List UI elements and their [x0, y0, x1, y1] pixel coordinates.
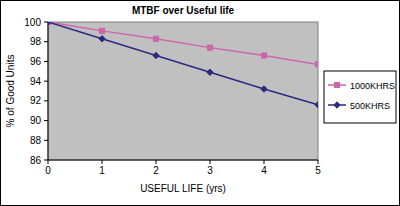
y-tick-label: 94 [30, 76, 42, 87]
point [261, 53, 266, 58]
y-tick [44, 22, 48, 23]
legend-box [324, 71, 396, 123]
point [315, 102, 318, 108]
point [261, 86, 267, 92]
legend-marker [334, 102, 340, 108]
y-tick [44, 100, 48, 101]
y-tick [44, 61, 48, 62]
x-tick-label: 3 [207, 165, 213, 176]
point [48, 22, 51, 25]
y-tick [44, 41, 48, 42]
x-tick [264, 160, 265, 164]
legend-marker [334, 82, 339, 87]
y-tick-label: 92 [30, 95, 42, 106]
plot-marks [48, 22, 318, 108]
x-tick-label: 5 [315, 165, 321, 176]
x-tick [48, 160, 49, 164]
x-tick [102, 160, 103, 164]
y-axis [48, 22, 49, 160]
y-axis-label: % of Good Units [5, 55, 16, 128]
point [315, 62, 318, 67]
y-tick-label: 96 [30, 56, 42, 67]
point [48, 22, 51, 25]
legend-label: 500KHRS [350, 101, 390, 111]
point [207, 45, 212, 50]
x-tick [318, 160, 319, 164]
y-tick [44, 120, 48, 121]
y-tick [44, 140, 48, 141]
x-tick [210, 160, 211, 164]
x-tick [156, 160, 157, 164]
point [99, 28, 104, 33]
y-tick-label: 100 [24, 17, 41, 28]
y-tick-label: 88 [30, 135, 42, 146]
plot-area [48, 22, 318, 160]
chart-border [1, 1, 400, 206]
x-axis-label: USEFUL LIFE (yrs) [140, 183, 226, 194]
chart-root: MTBF over Useful life 86 88 90 92 94 96 98 100 0 1… [0, 0, 400, 206]
y-tick-label: 86 [30, 155, 42, 166]
y-tick-label: 98 [30, 36, 42, 47]
x-tick-label: 1 [99, 165, 105, 176]
y-tick-label: 90 [30, 115, 42, 126]
point [99, 36, 105, 42]
legend-label: 1000KHRS [350, 81, 395, 91]
chart: MTBF over Useful life 86 88 90 92 94 96 98 100 0 1… [0, 0, 400, 206]
x-tick-label: 2 [153, 165, 159, 176]
series-line [48, 22, 318, 64]
point [153, 52, 159, 58]
y-tick [44, 81, 48, 82]
x-tick-label: 0 [45, 165, 51, 176]
title: MTBF over Useful life [132, 5, 235, 16]
y-tick [44, 160, 48, 161]
point [153, 36, 158, 41]
legend: 1000KHRS 500KHRS [324, 71, 396, 123]
x-tick-label: 4 [261, 165, 267, 176]
series-line [48, 22, 318, 105]
x-axis [48, 160, 318, 161]
point [207, 69, 213, 75]
